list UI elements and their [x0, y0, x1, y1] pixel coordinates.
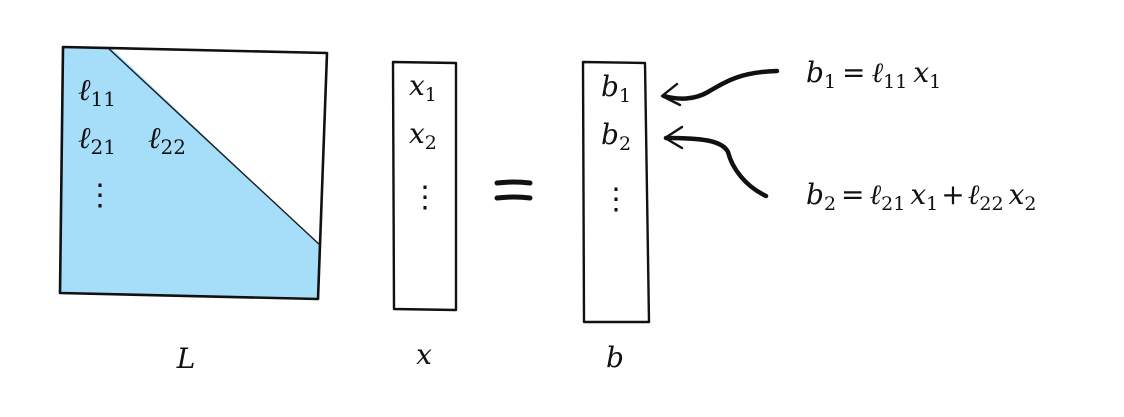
arrow-to-b1	[660, 68, 780, 107]
matrix-l-label: L	[176, 342, 196, 375]
vector-x-label: x	[416, 338, 432, 371]
arrow-to-b2	[663, 125, 769, 199]
vector-entry-x1: x1	[409, 69, 437, 106]
vector-entry-b2: b2	[601, 118, 631, 155]
vector-b-ellipsis: ⋮	[601, 182, 631, 217]
equation-b2: b2 = ℓ21 x1 + ℓ22 x2	[806, 178, 1036, 215]
vector-b: b1 b2 ⋮ b	[581, 60, 651, 374]
vector-entry-b1: b1	[601, 70, 631, 107]
vector-x: x1 x2 ⋮ x	[391, 60, 458, 371]
vector-entry-x2: x2	[409, 117, 437, 154]
matrix-l-border	[58, 45, 329, 301]
equals-sign	[494, 179, 533, 201]
vector-b-border	[581, 60, 651, 324]
matrix-l: ℓ11 ℓ21 ℓ22 ⋮ L	[58, 45, 329, 375]
matrix-entry-l11: ℓ11	[78, 73, 116, 111]
matrix-entry-l21: ℓ21	[78, 121, 116, 159]
matrix-l-ellipsis: ⋮	[85, 178, 115, 213]
matrix-l-lower-triangle-fill	[60, 47, 320, 299]
equation-b1: b1 = ℓ11 x1	[806, 56, 941, 93]
vector-b-label: b	[606, 341, 624, 374]
vector-x-border	[391, 60, 458, 312]
matrix-l-diagonal	[107, 47, 322, 247]
matrix-entry-l22: ℓ22	[148, 121, 186, 159]
vector-x-ellipsis: ⋮	[410, 180, 440, 215]
